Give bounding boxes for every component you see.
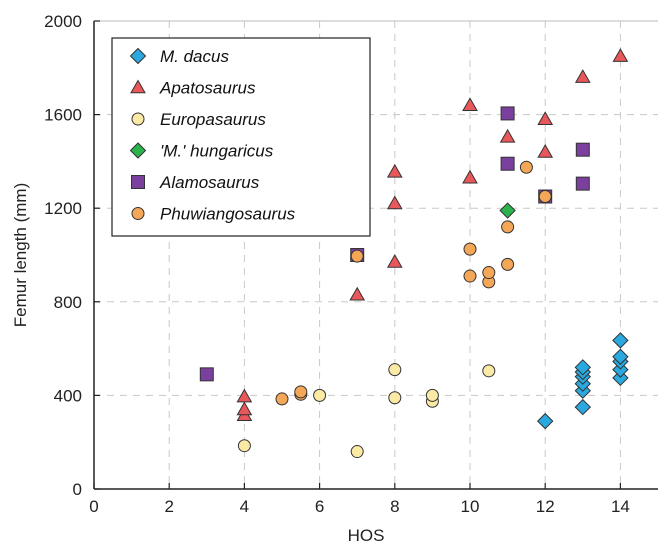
x-tick-label: 10 <box>461 497 480 516</box>
data-point <box>388 363 402 377</box>
data-point <box>612 332 629 349</box>
data-point <box>574 398 592 416</box>
legend-label: Phuwiangosaurus <box>160 205 296 224</box>
y-tick-label: 1200 <box>44 199 82 218</box>
data-point <box>482 364 496 378</box>
data-point <box>519 160 533 174</box>
data-point <box>425 388 439 402</box>
data-point <box>574 69 591 83</box>
y-tick-label: 0 <box>73 480 82 499</box>
data-point <box>499 202 516 219</box>
data-point <box>501 257 515 271</box>
x-tick-label: 0 <box>89 497 98 516</box>
legend-marker <box>131 175 145 189</box>
data-point <box>482 266 496 280</box>
data-point <box>386 195 403 210</box>
data-point <box>386 254 403 268</box>
data-point <box>350 249 364 263</box>
data-point <box>386 163 403 178</box>
data-point <box>612 348 629 365</box>
x-tick-label: 14 <box>611 497 630 516</box>
x-tick-label: 4 <box>240 497 249 516</box>
y-tick-label: 1600 <box>44 106 82 125</box>
data-point <box>574 359 592 376</box>
legend-label: Alamosaurus <box>159 173 260 192</box>
y-tick-label: 400 <box>54 386 82 405</box>
data-point <box>236 401 253 416</box>
y-tick-label: 2000 <box>44 12 82 31</box>
data-point <box>500 156 515 171</box>
data-point <box>536 412 554 430</box>
legend-marker <box>129 47 147 65</box>
x-tick-label: 6 <box>315 497 324 516</box>
data-point <box>275 392 289 406</box>
legend-marker <box>131 207 145 220</box>
legend-label: 'M.' hungaricus <box>160 142 274 161</box>
data-point <box>463 269 477 283</box>
data-point <box>499 128 516 143</box>
x-tick-label: 12 <box>536 497 555 516</box>
data-point <box>537 111 554 126</box>
legend: M. dacus Apatosaurus Europasaurus 'M.' hung… <box>111 37 371 237</box>
data-point <box>349 286 366 301</box>
legend-marker <box>130 79 146 94</box>
x-tick-label: 8 <box>390 497 399 516</box>
y-tick-label: 800 <box>54 293 82 312</box>
legend-box <box>111 37 371 237</box>
legend-marker <box>131 112 145 126</box>
x-tick-label: 2 <box>164 497 173 516</box>
legend-label: Europasaurus <box>160 110 266 129</box>
y-axis-title: Femur length (mm) <box>11 183 30 328</box>
data-point <box>236 388 253 403</box>
x-axis-title: HOS <box>348 526 385 544</box>
data-point <box>388 391 402 405</box>
data-point <box>313 388 327 402</box>
data-point <box>538 190 552 203</box>
data-point <box>350 445 364 459</box>
data-point <box>462 97 478 111</box>
legend-marker <box>129 142 147 159</box>
data-point <box>501 220 515 234</box>
data-point <box>575 176 590 191</box>
data-points <box>199 48 629 459</box>
data-point <box>463 242 477 256</box>
axes: 0 2 4 6 8 10 12 14 0 400 800 1200 1600 2000 <box>44 12 658 516</box>
data-point <box>537 144 554 158</box>
data-point <box>294 385 308 399</box>
data-point <box>237 439 251 453</box>
legend-label: Apatosaurus <box>159 79 256 98</box>
data-point <box>500 106 515 121</box>
data-point <box>199 367 214 382</box>
legend-label: M. dacus <box>160 47 229 66</box>
data-point <box>612 48 629 62</box>
data-point <box>462 169 478 184</box>
data-point <box>575 142 590 157</box>
